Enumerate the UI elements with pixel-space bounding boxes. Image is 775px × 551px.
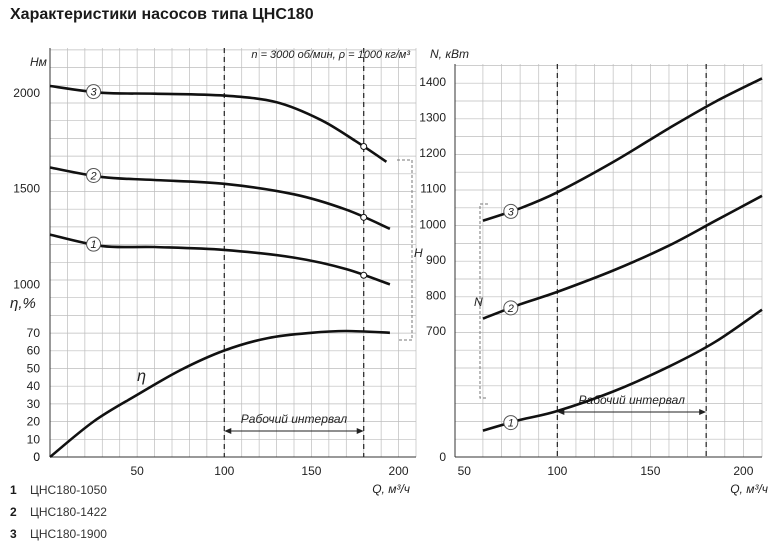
power-curve-1 bbox=[482, 308, 763, 432]
y-tick-label: 1200 bbox=[419, 146, 446, 160]
working-interval-label: Рабочий интервал bbox=[241, 412, 348, 426]
y-tick-label-efficiency: 20 bbox=[27, 415, 41, 429]
y-tick-label-head: 1000 bbox=[13, 277, 40, 291]
x-tick-label: 150 bbox=[301, 464, 321, 478]
power-curve-2 bbox=[482, 194, 763, 320]
page-title: Характеристики насосов типа ЦНС180 bbox=[10, 6, 314, 23]
legend-item: 2 ЦНС180-1422 bbox=[10, 505, 107, 519]
y-tick-label: 1400 bbox=[419, 75, 446, 89]
series-label-circle bbox=[503, 203, 519, 219]
arrow-head-right bbox=[356, 428, 364, 434]
operating-point-marker bbox=[360, 143, 368, 151]
y-axis-title-efficiency: η,% bbox=[10, 295, 36, 312]
y-tick-label-head: 1500 bbox=[13, 182, 40, 196]
series-label: 2 bbox=[90, 170, 97, 182]
y-axis-title: N, кВт bbox=[430, 47, 469, 61]
y-tick-label: 700 bbox=[426, 324, 446, 338]
legend-item: 1 ЦНС180-1050 bbox=[10, 483, 107, 497]
x-tick-label: 100 bbox=[547, 464, 567, 478]
series-label: 2 bbox=[507, 303, 514, 315]
legend-number: 3 bbox=[10, 527, 17, 541]
y-tick-label: 1300 bbox=[419, 111, 446, 125]
series-label-circle bbox=[86, 84, 102, 100]
series-label: 3 bbox=[508, 206, 515, 218]
x-axis-title: Q, м³/ч bbox=[730, 482, 768, 496]
power-bracket-label: N bbox=[474, 295, 483, 309]
head-bracket-label: H bbox=[414, 246, 423, 260]
power-bracket bbox=[479, 203, 488, 399]
x-axis-title: Q, м³/ч bbox=[372, 482, 410, 496]
legend-number: 1 bbox=[10, 483, 17, 497]
series-label: 1 bbox=[91, 239, 97, 251]
chart-subtitle: n = 3000 об/мин, ρ = 1000 кг/м³ bbox=[251, 49, 410, 61]
legend-text: ЦНС180-1900 bbox=[30, 527, 107, 541]
arrow-head-right bbox=[699, 409, 707, 415]
working-interval-label: Рабочий интервал bbox=[579, 393, 686, 407]
y-tick-label-efficiency: 30 bbox=[27, 397, 41, 411]
legend-number: 2 bbox=[10, 505, 17, 519]
head-curve-1 bbox=[49, 233, 391, 286]
head-bracket bbox=[397, 159, 413, 341]
x-tick-label: 100 bbox=[214, 464, 234, 478]
arrow-head-left bbox=[224, 428, 232, 434]
y-tick-label: 1000 bbox=[419, 217, 446, 231]
y-tick-label: 900 bbox=[426, 253, 446, 267]
y-axis-title-head: Hм bbox=[30, 55, 47, 69]
y-tick-label-efficiency: 10 bbox=[27, 432, 41, 446]
y-tick-label-efficiency: 60 bbox=[27, 344, 41, 358]
head-curve-3 bbox=[49, 84, 388, 163]
efficiency-curve bbox=[49, 329, 390, 459]
series-label: 1 bbox=[508, 418, 514, 430]
power-curve-3 bbox=[482, 77, 763, 222]
legend-text: ЦНС180-1422 bbox=[30, 505, 107, 519]
y-tick-label-efficiency: 70 bbox=[27, 326, 41, 340]
y-tick-label: 1100 bbox=[420, 182, 446, 196]
efficiency-curve-label: η bbox=[137, 368, 146, 385]
x-zero-label: 0 bbox=[33, 450, 40, 464]
x-tick-label: 50 bbox=[458, 464, 472, 478]
y-zero-label: 0 bbox=[439, 450, 446, 464]
x-tick-label: 200 bbox=[733, 464, 753, 478]
y-tick-label-head: 2000 bbox=[13, 86, 40, 100]
x-tick-label: 200 bbox=[389, 464, 409, 478]
series-label: 3 bbox=[91, 87, 98, 99]
head-curve-2 bbox=[49, 166, 391, 230]
series-label-circle bbox=[503, 300, 519, 316]
x-tick-label: 50 bbox=[130, 464, 144, 478]
legend-item: 3 ЦНС180-1900 bbox=[10, 527, 107, 541]
series-label-circle bbox=[503, 415, 519, 431]
y-tick-label: 800 bbox=[426, 288, 446, 302]
y-tick-label-efficiency: 0 bbox=[33, 450, 40, 464]
operating-point-marker bbox=[360, 271, 368, 279]
legend-text: ЦНС180-1050 bbox=[30, 483, 107, 497]
y-tick-label-efficiency: 50 bbox=[27, 361, 41, 375]
x-tick-label: 150 bbox=[640, 464, 660, 478]
operating-point-marker bbox=[360, 213, 368, 221]
series-label-circle bbox=[86, 236, 102, 252]
series-label-circle bbox=[86, 167, 102, 183]
y-tick-label-efficiency: 40 bbox=[27, 379, 41, 393]
